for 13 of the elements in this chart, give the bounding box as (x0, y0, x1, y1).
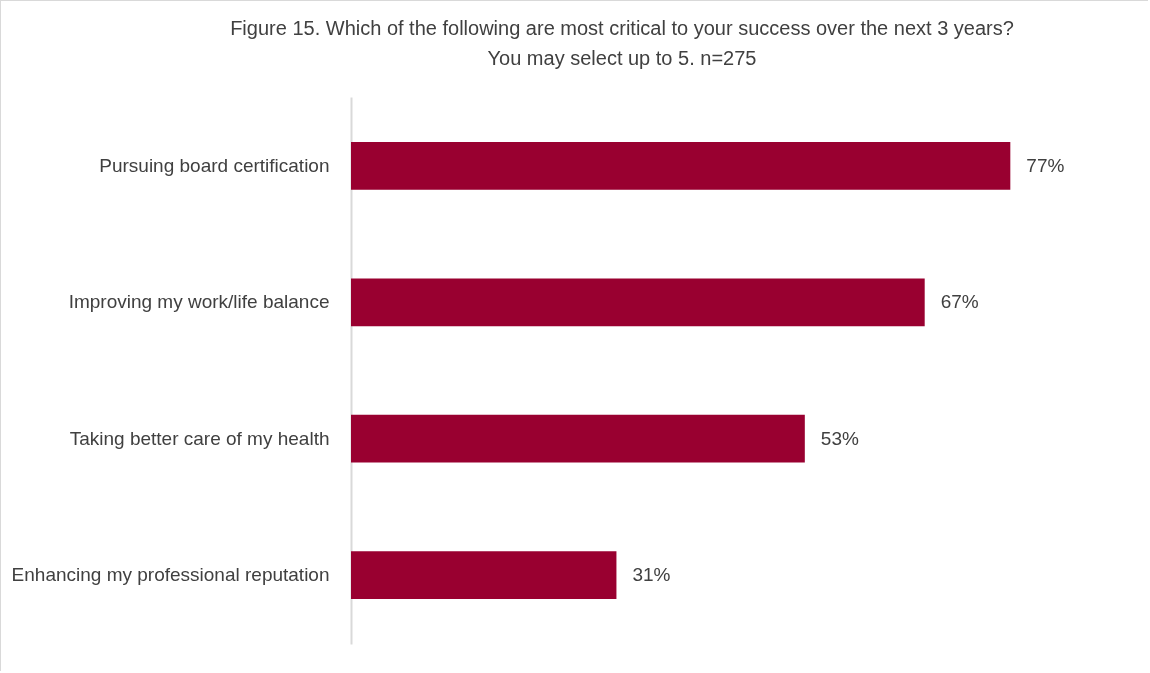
data-label: 31% (632, 564, 671, 586)
bar (351, 142, 1011, 190)
bar (351, 278, 925, 327)
data-label: 77% (1026, 154, 1065, 176)
y-tick-label: Enhancing my professional reputation (11, 564, 330, 586)
y-tick-label: Taking better care of my health (69, 427, 330, 449)
y-tick-label: Pursuing board certification (99, 154, 330, 176)
data-label: 67% (940, 291, 979, 313)
bar (351, 414, 805, 463)
bar (351, 551, 617, 599)
y-tick-label: Improving my work/life balance (68, 291, 330, 313)
data-label: 53% (820, 427, 859, 449)
chart-title: Figure 15. Which of the following are most critical to your success over the next 3 years? You may select up to 5. n=275 (230, 17, 1014, 69)
